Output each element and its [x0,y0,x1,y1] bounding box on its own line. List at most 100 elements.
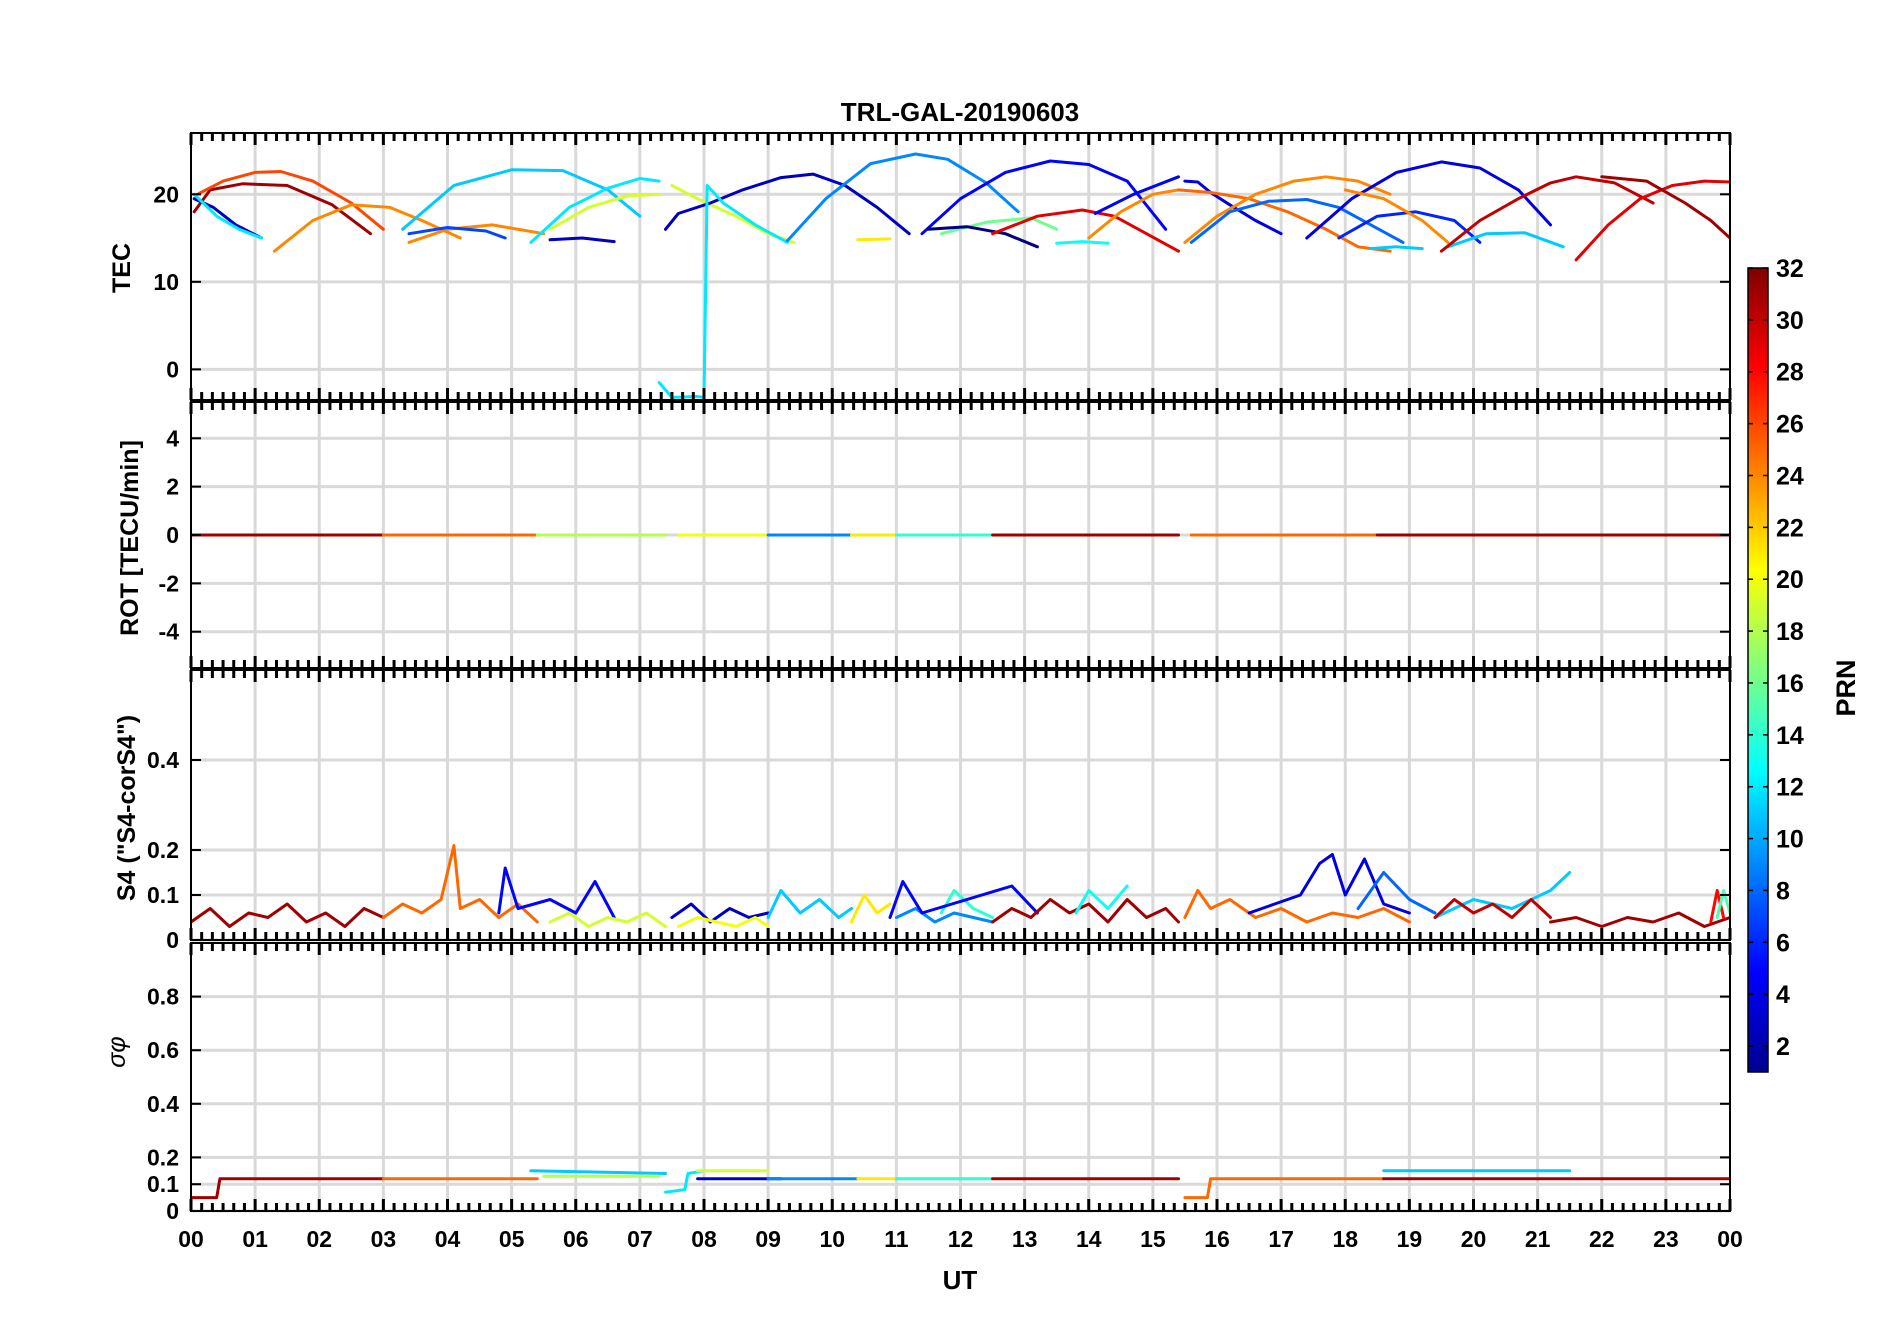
colorbar-tick-label: 26 [1776,411,1804,439]
x-tick-label: 02 [306,1226,332,1252]
tec-series-prn-13 [1055,240,1110,245]
s4-series-prn-13 [1074,884,1129,915]
colorbar-label: PRN [1831,659,1861,716]
tec-series-prn-25 [1177,188,1392,253]
x-tick-label: 08 [691,1226,717,1252]
tec-series-prn-8 [1189,198,1405,244]
x-tick-label: 10 [819,1226,845,1252]
colorbar-tick-label: 28 [1776,359,1804,387]
x-axis-label: UT [943,1265,978,1295]
colorbar-tick-label: 16 [1776,670,1804,698]
rot-y-tick-label: 2 [166,474,179,500]
sigma-series-prn-25 [1183,1177,1386,1200]
s4-series-prn-25 [1183,889,1411,924]
tec-series-prn-4 [1183,179,1283,236]
x-tick-label: 07 [627,1226,653,1252]
tec-panel: 0 10 20 [153,132,1732,401]
rot-panel: -4 -2 0 2 4 [159,401,1732,669]
tec-series-prn-21 [856,237,892,242]
chart-title: TRL-GAL-20190603 [841,97,1079,127]
tec-series-prn-5 [920,159,1168,236]
tec-series-prn-12 [192,192,263,240]
colorbar-tick-label: 24 [1776,462,1804,490]
sigma-series-prn-11 [529,1169,667,1175]
colorbar-tick-label: 20 [1776,566,1804,594]
s4-series-prn-28 [1709,889,1726,924]
x-tick-label: 04 [435,1226,461,1252]
colorbar-tick-label: 6 [1776,929,1790,957]
s4-series-prn-15 [1715,889,1730,919]
tec-series-prn-29 [1574,179,1730,262]
s4-series-prn-19 [548,911,667,928]
x-tick-label: 21 [1525,1226,1551,1252]
s4-series-prn-31 [1549,911,1730,928]
s4-series-prn-5 [497,866,616,919]
sigma-series-prn-12 [664,1169,706,1194]
x-tick-label: 19 [1397,1226,1423,1252]
colorbar-tick-label: 10 [1776,826,1804,854]
sigma-series-prn-31 [191,1177,385,1200]
x-tick-label: 11 [884,1226,909,1252]
x-tick-label: 00 [1717,1226,1743,1252]
s4-series-prn-8 [1356,871,1437,915]
s4-series-prn-3 [670,902,770,924]
x-tick-label: 22 [1589,1226,1615,1252]
s4-panel: 0 0.1 0.2 0.4 [147,669,1732,953]
colorbar-tick-label: 22 [1776,514,1804,542]
colorbar-tick-label: 30 [1776,307,1804,335]
x-tick-label: 06 [563,1226,589,1252]
x-tick-label: 13 [1012,1226,1038,1252]
tec-y-tick-label: 0 [166,356,179,382]
tec-series-prn-31 [1600,175,1730,240]
x-tick-label: 18 [1332,1226,1358,1252]
tec-series-prn-29 [991,208,1180,253]
sigma-y-tick-label: 0.4 [147,1091,179,1117]
s4-series-group [191,844,1730,928]
tec-series-prn-6 [1337,210,1482,244]
tec-series-prn-24 [1343,188,1450,244]
colorbar-tick-label: 14 [1776,722,1804,750]
x-tick-label: 12 [948,1226,974,1252]
s4-series-prn-31 [991,898,1180,924]
sigma-series-group [191,1169,1730,1200]
tec-series-prn-3 [548,236,616,244]
s4-series-prn-5 [888,880,1039,919]
sigma-phi-panel: 00.10.2 0.4 0.6 0.8 [147,942,1732,1224]
colorbar-tick-label: 32 [1776,255,1804,283]
tec-series-prn-30 [1439,175,1655,253]
x-tick-label: 16 [1204,1226,1230,1252]
tec-series-prn-24 [1087,188,1180,240]
x-tick-label: 17 [1268,1226,1294,1252]
s4-series-prn-31 [191,902,385,928]
s4-y-tick-label: 0.4 [147,747,179,773]
tec-series-prn-4 [1305,160,1552,240]
sigma-y-tick-label: 0.8 [147,984,179,1010]
x-tick-label: 20 [1461,1226,1487,1252]
tec-y-tick-label: 20 [153,181,179,207]
x-tick-label: 15 [1140,1226,1166,1252]
colorbar-tick-label: 18 [1776,618,1804,646]
s4-y-tick-label: 0.2 [147,837,179,863]
tec-series-prn-26 [195,170,385,231]
tec-series-prn-11 [401,168,642,231]
rot-y-tick-label: -4 [159,619,180,645]
tec-series-prn-12 [529,177,661,244]
s4-y-tick-label: 0 [166,927,179,953]
x-tick-label: 05 [499,1226,525,1252]
s4-series-prn-9 [894,907,995,924]
x-tick-labels: 00 01 02 03 04 05 06 07 08 09 10 11 12 13 14 15 16 17 18 19… [178,1226,1743,1252]
rot-y-tick-label: 0 [166,522,179,548]
tec-series-prn-3 [664,172,911,236]
rot-y-label: ROT [TECU/min] [116,440,144,636]
x-tick-label: 14 [1076,1226,1102,1252]
tec-y-tick-label: 10 [153,269,179,295]
s4-y-label: S4 ("S4-corS4") [113,715,141,901]
tec-series-prn-1 [926,225,1039,249]
tec-series-group [192,152,1730,399]
rot-y-tick-label: 4 [166,425,179,451]
tec-series-prn-24 [272,203,462,253]
s4-y-label-text: S4 ("S4-corS4") [113,715,141,901]
sigma-y-tick-label: 0 [166,1198,179,1224]
s4-series-prn-21 [850,893,892,924]
